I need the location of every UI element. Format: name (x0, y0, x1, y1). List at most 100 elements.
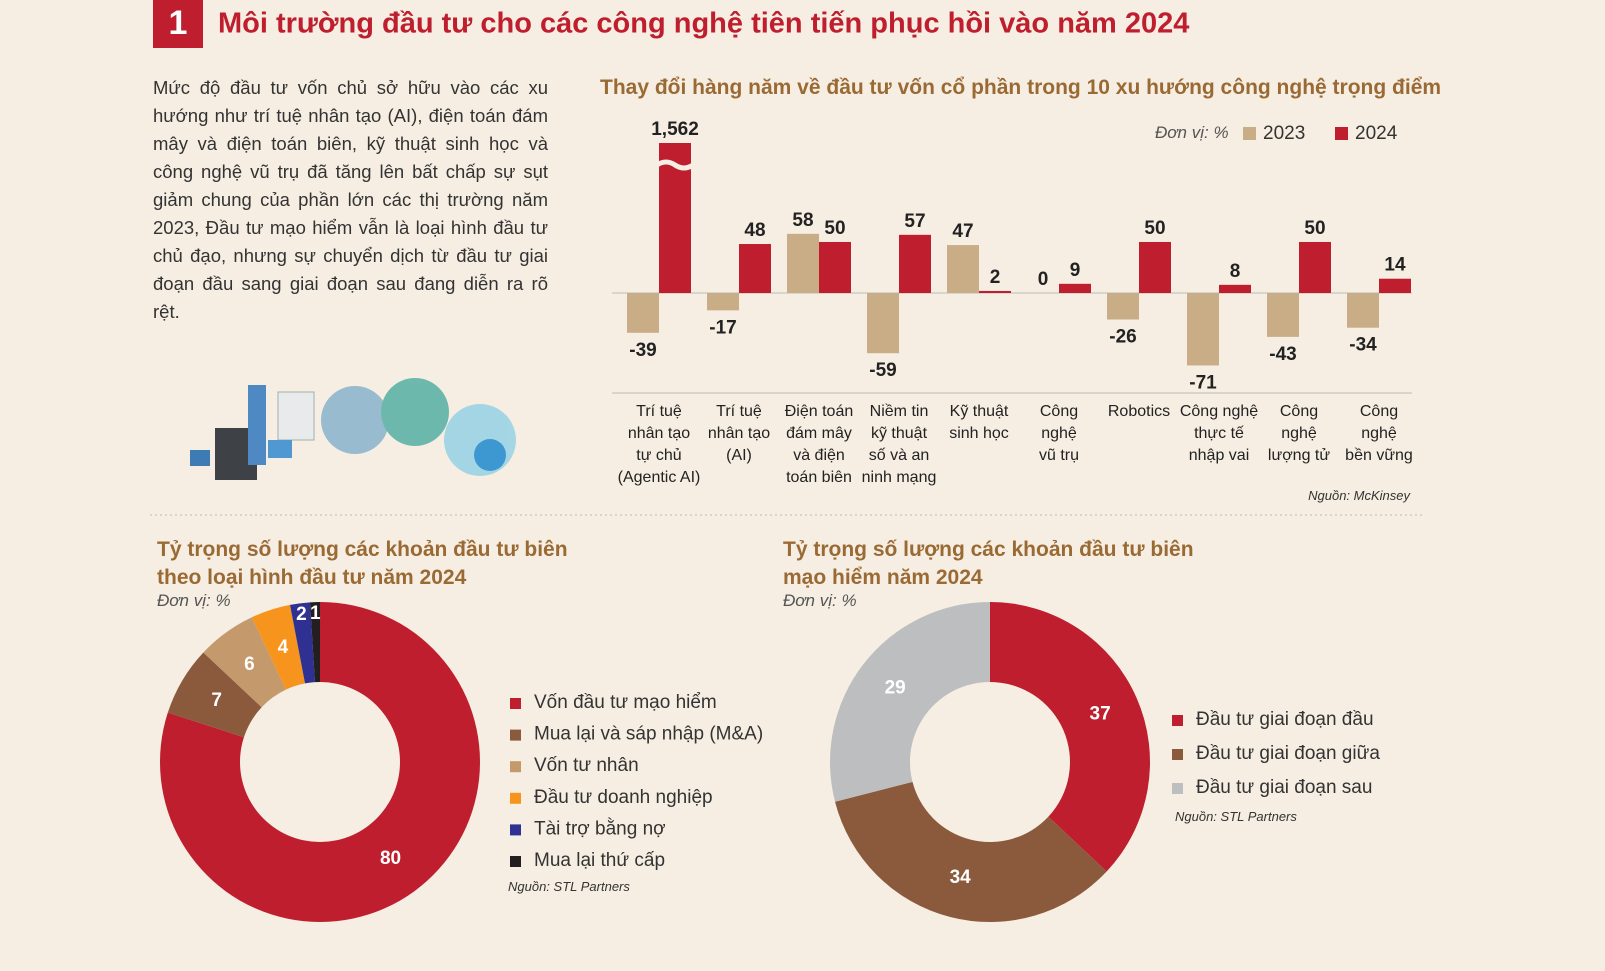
x-tick-label: Công nghệ thực tế nhập vai (1179, 403, 1259, 464)
donut-segment (290, 602, 315, 684)
segment-label: 4 (278, 637, 289, 658)
value-label: 48 (744, 220, 765, 241)
chart-title: Tỷ trọng số lượng các khoản đầu tư biên … (157, 538, 568, 589)
legend-label: Đầu tư giai đoạn giữa (1196, 743, 1380, 764)
bar (1107, 293, 1139, 320)
legend-label: Đầu tư giai đoạn sau (1196, 777, 1372, 798)
donut-segment (167, 652, 262, 738)
chart-title: Thay đổi hàng năm về đầu tư vốn cổ phần … (600, 76, 1442, 99)
bar (1219, 284, 1251, 293)
donut-segment (159, 602, 480, 923)
legend-label: Mua lại và sáp nhập (M&A) (534, 724, 763, 745)
value-label: -39 (629, 340, 656, 361)
legend-swatch (510, 761, 521, 773)
value-label: -17 (709, 317, 736, 338)
bar (1267, 293, 1299, 337)
donut-segment (830, 602, 990, 802)
value-label: 47 (952, 221, 973, 242)
segment-label: 6 (244, 654, 255, 675)
source: Nguồn: McKinsey (1308, 488, 1410, 503)
legend-swatch (1335, 127, 1348, 140)
number-box (153, 0, 203, 48)
section-number: 1 (169, 4, 188, 42)
unit-label: Đơn vị: % (783, 591, 857, 610)
value-label: 50 (1304, 218, 1325, 239)
legend-swatch (1172, 783, 1183, 794)
legend-swatch (510, 698, 521, 709)
bar (979, 290, 1011, 293)
value-label: 58 (792, 210, 813, 231)
x-tick-label: Trí tuệ nhân tạo (AI) (707, 403, 771, 464)
legend-label: Mua lại thứ cấp (534, 850, 665, 871)
x-tick-label: Trí tuệ nhân tạo tự chủ (Agentic AI) (617, 403, 701, 486)
bar (787, 233, 819, 293)
bar (899, 234, 931, 293)
bar (1299, 241, 1331, 293)
bar (707, 293, 739, 311)
value-label: -43 (1269, 344, 1296, 365)
bar (947, 245, 979, 293)
segment-label: 80 (380, 848, 401, 869)
bar (1379, 278, 1411, 293)
donut-segment (309, 602, 320, 683)
value-label: 50 (824, 218, 845, 239)
bar (739, 244, 771, 293)
unit-label: Đơn vị: % (157, 591, 231, 610)
x-tick-label: Điện toán đám mây và điện toán biên (784, 403, 854, 486)
chart-title: Tỷ trọng số lượng các khoản đầu tư biên … (783, 538, 1194, 589)
legend-swatch (1172, 749, 1183, 760)
value-label: 50 (1144, 218, 1165, 239)
intro-text: Mức độ đầu tư vốn chủ sở hữu vào các xu … (153, 77, 548, 322)
x-tick-label: Công nghệ vũ trụ (1038, 403, 1079, 464)
legend-swatch (510, 856, 521, 867)
value-label: 9 (1070, 260, 1081, 281)
legend-label: 2024 (1355, 123, 1398, 144)
bar (1139, 241, 1171, 293)
value-label: -59 (869, 360, 896, 381)
value-label: -34 (1349, 335, 1377, 356)
value-label: -26 (1109, 327, 1136, 348)
value-label: 1,562 (651, 119, 699, 140)
legend-label: Đầu tư doanh nghiệp (534, 787, 713, 808)
value-label: 0 (1038, 269, 1049, 290)
illustration (190, 378, 516, 480)
bar (867, 293, 899, 354)
segment-label: 2 (296, 604, 307, 625)
legend-label: 2023 (1263, 123, 1305, 144)
bar (1059, 283, 1091, 293)
source: Nguồn: STL Partners (508, 879, 630, 894)
donut-segment (835, 781, 1107, 923)
x-tick-label: Kỹ thuật sinh học (949, 403, 1009, 442)
segment-label: 7 (211, 690, 222, 711)
x-tick-label: Niềm tin kỹ thuật số và an ninh mạng (861, 403, 937, 486)
value-label: 8 (1230, 261, 1241, 282)
legend-label: Tài trợ bằng nợ (534, 817, 666, 839)
bar (1347, 293, 1379, 328)
donut-segment (990, 602, 1151, 872)
legend-swatch (1172, 715, 1183, 726)
value-label: -71 (1189, 372, 1217, 393)
segment-label: 29 (885, 677, 906, 698)
x-tick-label: Công nghệ bền vững (1345, 403, 1413, 464)
segment-label: 34 (950, 867, 972, 888)
legend-swatch (510, 824, 521, 836)
value-label: 57 (904, 211, 925, 232)
bar (819, 241, 851, 293)
donut-segment (203, 617, 286, 708)
legend-swatch (510, 729, 521, 741)
segment-label: 37 (1090, 703, 1111, 724)
legend-swatch (1243, 127, 1256, 140)
bar (1187, 293, 1219, 366)
bar (627, 293, 659, 333)
legend-swatch (510, 792, 521, 804)
page-title: Môi trường đầu tư cho các công nghệ tiên… (218, 8, 1189, 40)
unit-label: Đơn vị: % (1155, 123, 1229, 142)
segment-label: 1 (310, 603, 321, 624)
value-label: 2 (990, 267, 1001, 288)
axis-break (655, 159, 695, 171)
x-tick-label: Robotics (1107, 403, 1171, 420)
legend-label: Vốn tư nhân (534, 755, 639, 776)
value-label: 14 (1384, 255, 1406, 276)
